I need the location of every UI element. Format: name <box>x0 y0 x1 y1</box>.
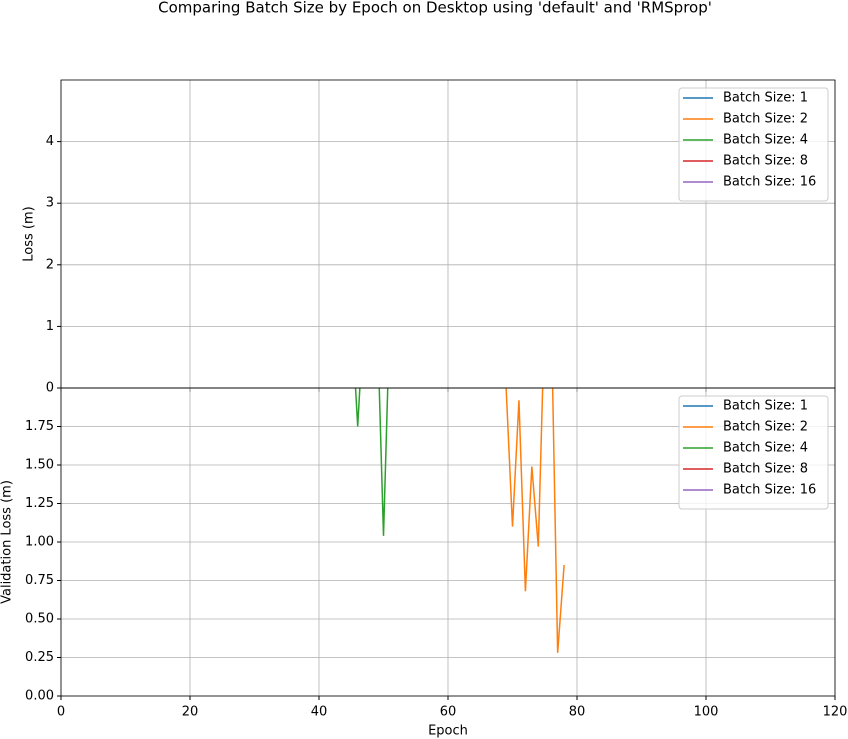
legend-label: Batch Size: 1 <box>723 91 808 106</box>
x-tick-label: 0 <box>57 705 65 720</box>
y-axis-label: Validation Loss (m) <box>0 480 15 604</box>
legend-label: Batch Size: 8 <box>723 154 808 169</box>
legend-box <box>678 87 829 202</box>
x-tick-label: 80 <box>569 705 586 720</box>
y-tick-label: 1.75 <box>25 419 54 434</box>
axes-frame <box>60 387 836 697</box>
plot-area <box>354 388 565 653</box>
x-axis-label: Epoch <box>428 724 468 739</box>
y-tick-label: 1.00 <box>25 535 54 550</box>
legend-label: Batch Size: 16 <box>723 483 816 498</box>
y-tick-label: 0 <box>46 381 54 396</box>
y-axis-label: Loss (m) <box>22 206 37 261</box>
legend-label: Batch Size: 1 <box>723 399 808 414</box>
x-tick-label: 60 <box>440 705 457 720</box>
y-tick-label: 1 <box>46 319 54 334</box>
y-tick-label: 1.50 <box>25 458 54 473</box>
legend-label: Batch Size: 4 <box>723 441 808 456</box>
legend-label: Batch Size: 2 <box>723 112 808 127</box>
x-tick-label: 100 <box>694 705 719 720</box>
chart-title: Comparing Batch Size by Epoch on Desktop… <box>158 0 712 17</box>
y-tick-label: 4 <box>46 134 54 149</box>
x-tick-label: 20 <box>182 705 199 720</box>
legend-label: Batch Size: 2 <box>723 420 808 435</box>
y-tick-label: 0.75 <box>25 573 54 588</box>
y-tick-label: 0.00 <box>25 689 54 704</box>
series-line <box>505 388 565 653</box>
series-line <box>354 388 389 536</box>
y-tick-label: 0.50 <box>25 612 54 627</box>
legend-label: Batch Size: 16 <box>723 175 816 190</box>
legend-label: Batch Size: 4 <box>723 133 808 148</box>
y-tick-label: 0.25 <box>25 650 54 665</box>
y-tick-label: 1.25 <box>25 496 54 511</box>
legend-label: Batch Size: 8 <box>723 462 808 477</box>
x-tick-label: 120 <box>823 705 848 720</box>
x-tick-label: 40 <box>311 705 328 720</box>
legend-box <box>678 395 829 510</box>
y-tick-label: 2 <box>46 257 54 272</box>
y-tick-label: 3 <box>46 196 54 211</box>
